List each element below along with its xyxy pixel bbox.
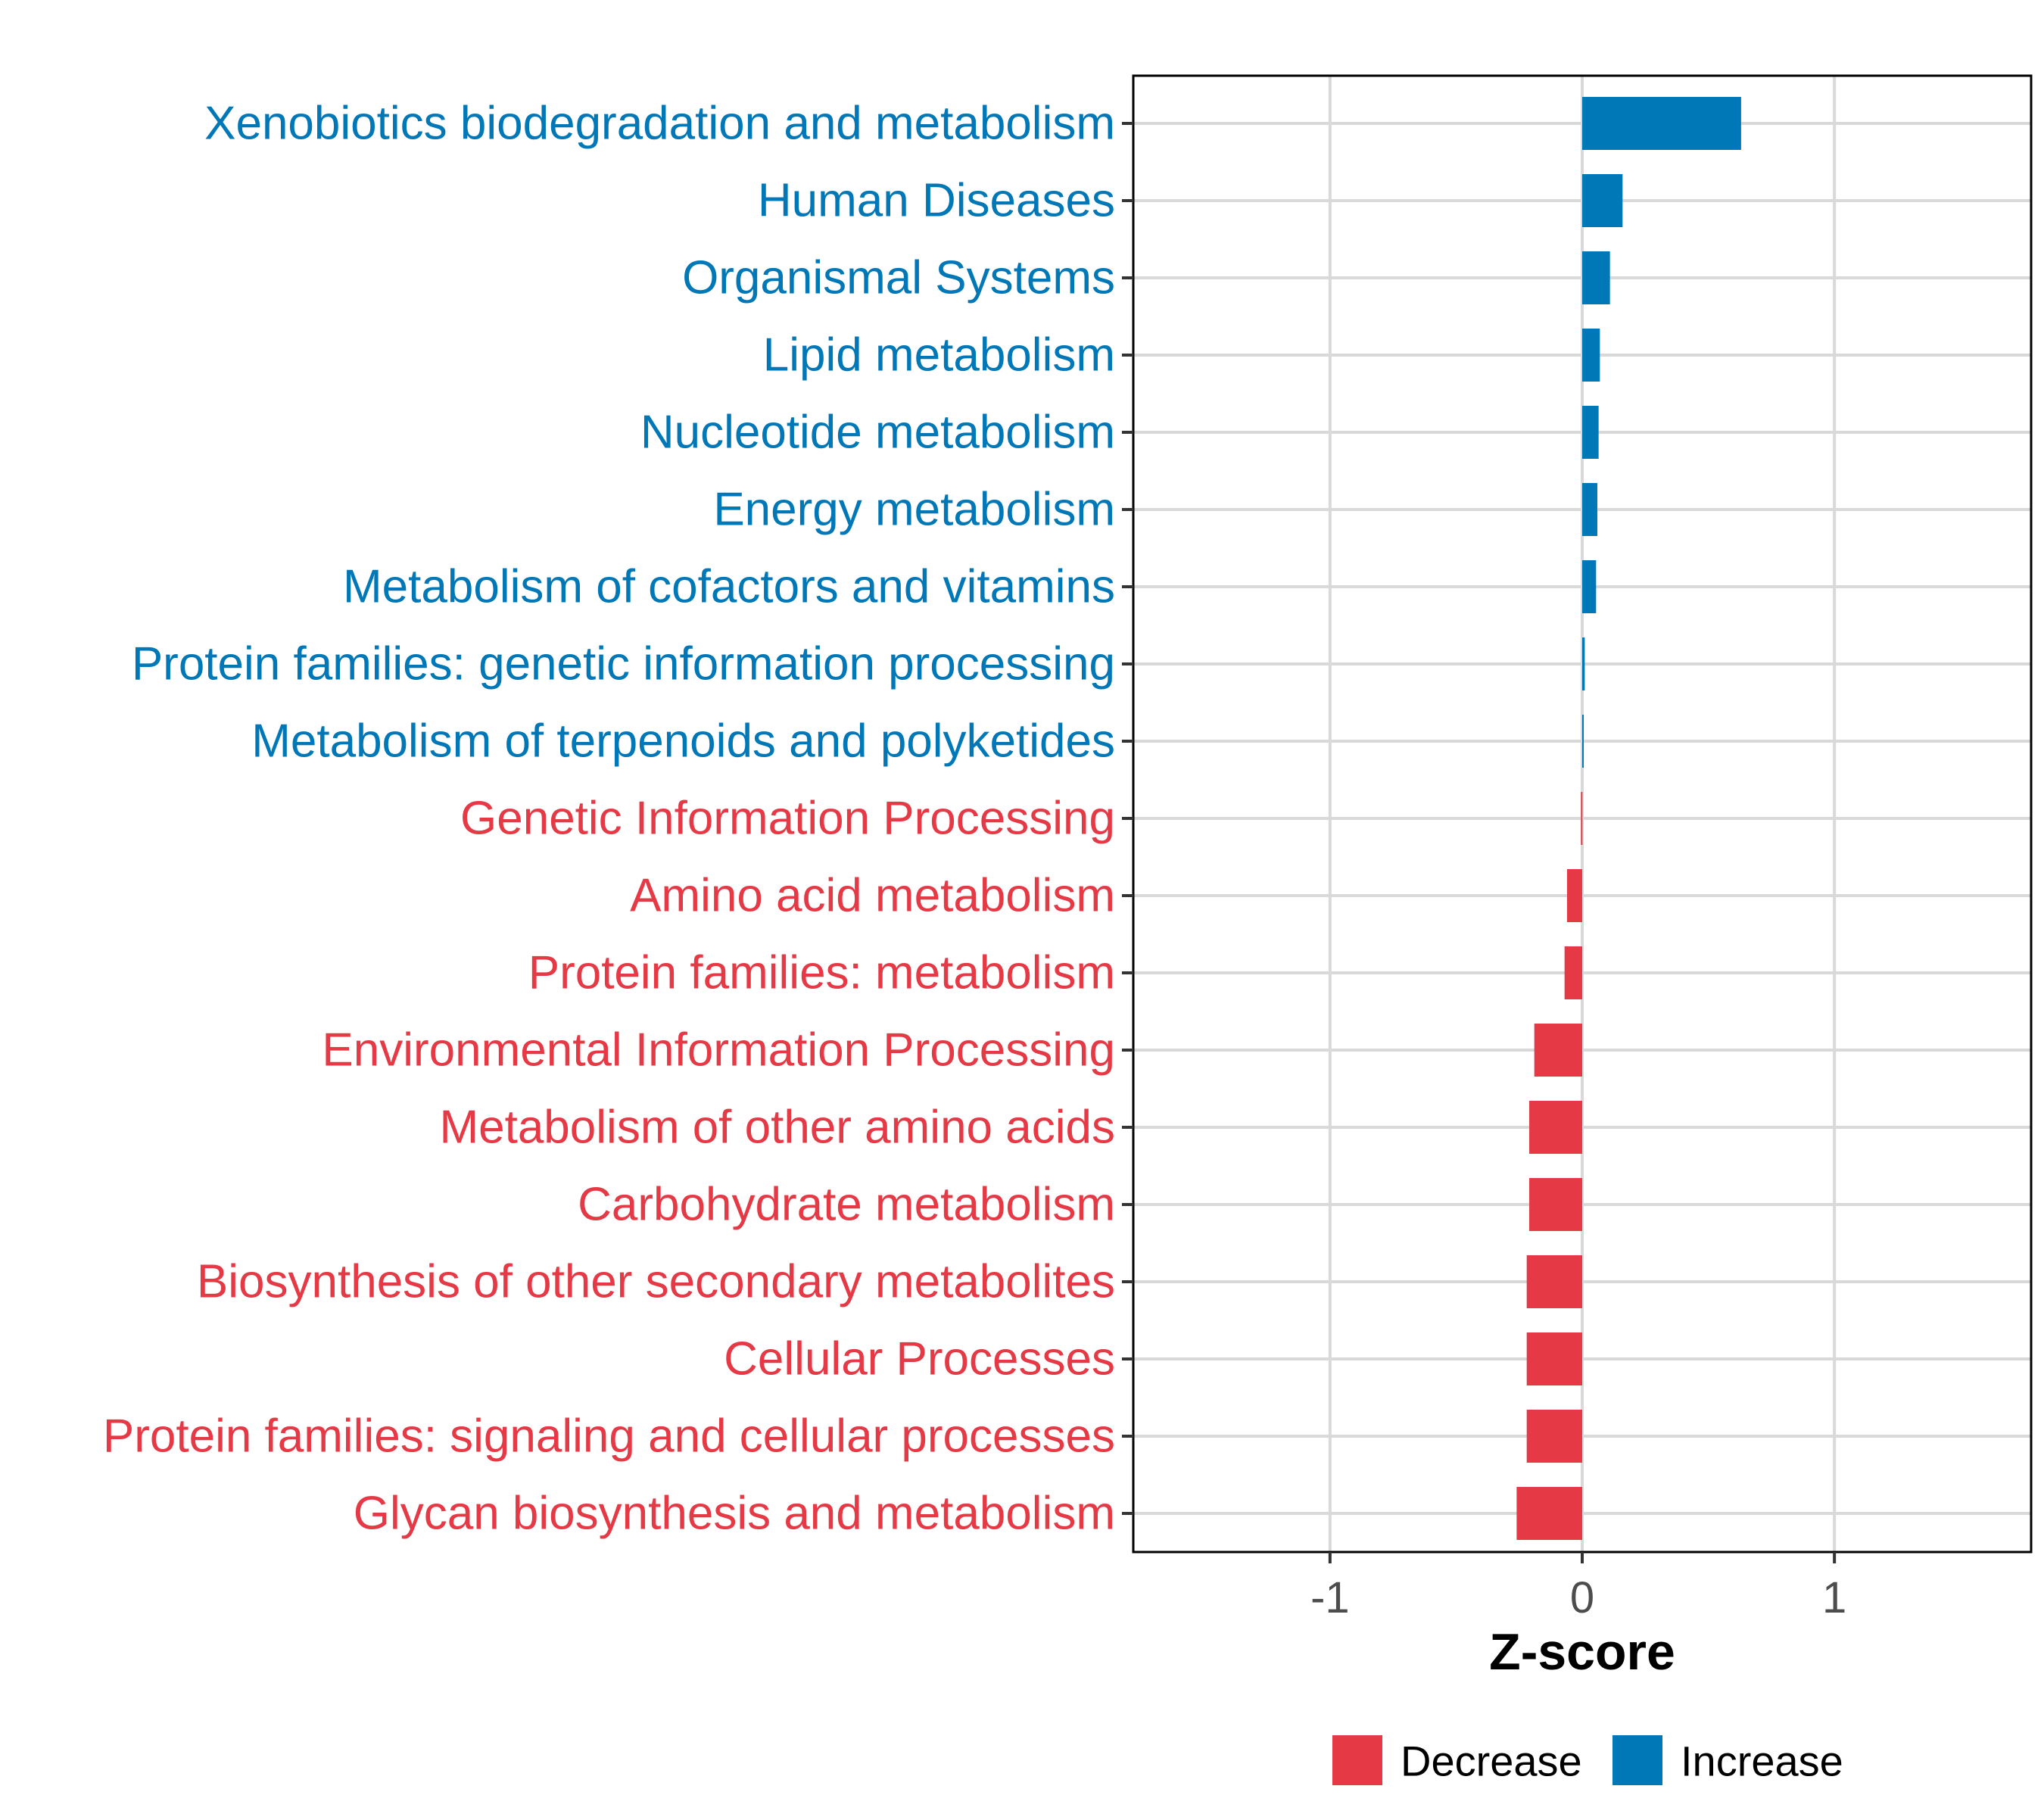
bars — [1516, 97, 1741, 1540]
bar — [1582, 637, 1585, 690]
bar — [1526, 1410, 1582, 1463]
bar — [1582, 483, 1597, 536]
bar — [1526, 1255, 1582, 1308]
category-label: Protein families: genetic information pr… — [132, 638, 1115, 690]
bar — [1526, 1332, 1582, 1385]
bar — [1529, 1178, 1582, 1231]
bar — [1582, 560, 1597, 613]
category-label: Genetic Information Processing — [460, 793, 1115, 845]
bar — [1564, 946, 1582, 999]
category-label: Metabolism of terpenoids and polyketides — [251, 715, 1115, 768]
legend-label-increase: Increase — [1681, 1738, 1843, 1785]
category-label: Biosynthesis of other secondary metaboli… — [197, 1256, 1115, 1308]
bar — [1516, 1487, 1582, 1540]
legend: Decrease Increase — [1332, 1735, 1843, 1785]
category-labels: Xenobiotics biodegradation and metabolis… — [103, 98, 1115, 1540]
bar — [1567, 869, 1582, 922]
bar — [1582, 329, 1600, 382]
category-label: Protein families: signaling and cellular… — [103, 1410, 1115, 1463]
bar — [1581, 792, 1583, 845]
bar — [1534, 1024, 1582, 1077]
x-tick-labels: -1 0 1 — [1310, 1573, 1846, 1622]
legend-swatch-increase — [1612, 1735, 1662, 1785]
category-label: Cellular Processes — [724, 1333, 1115, 1385]
bar — [1582, 715, 1584, 768]
category-label: Organismal Systems — [682, 252, 1115, 304]
category-label: Xenobiotics biodegradation and metabolis… — [204, 98, 1115, 150]
legend-label-decrease: Decrease — [1401, 1738, 1582, 1785]
x-axis-title: Z-score — [1489, 1623, 1675, 1681]
bar — [1529, 1101, 1582, 1154]
y-axis-ticks — [1122, 122, 1133, 1515]
x-tick-label: -1 — [1310, 1573, 1350, 1622]
x-axis-ticks — [1328, 1552, 1837, 1563]
category-label: Human Diseases — [758, 175, 1115, 227]
category-label: Carbohydrate metabolism — [578, 1179, 1115, 1231]
x-tick-label: 0 — [1570, 1573, 1594, 1622]
category-label: Nucleotide metabolism — [640, 407, 1115, 459]
bar — [1582, 97, 1741, 150]
category-label: Energy metabolism — [713, 484, 1115, 536]
bar — [1582, 406, 1599, 459]
category-label: Glycan biosynthesis and metabolism — [354, 1488, 1115, 1540]
legend-swatch-decrease — [1332, 1735, 1382, 1785]
bar — [1582, 251, 1610, 304]
category-label: Amino acid metabolism — [630, 870, 1115, 922]
category-label: Lipid metabolism — [763, 329, 1115, 382]
category-label: Metabolism of cofactors and vitamins — [343, 561, 1115, 613]
category-label: Metabolism of other amino acids — [439, 1102, 1115, 1154]
category-label: Protein families: metabolism — [528, 947, 1115, 999]
x-tick-label: 1 — [1822, 1573, 1846, 1622]
bar — [1582, 174, 1623, 227]
category-label: Environmental Information Processing — [322, 1024, 1115, 1077]
